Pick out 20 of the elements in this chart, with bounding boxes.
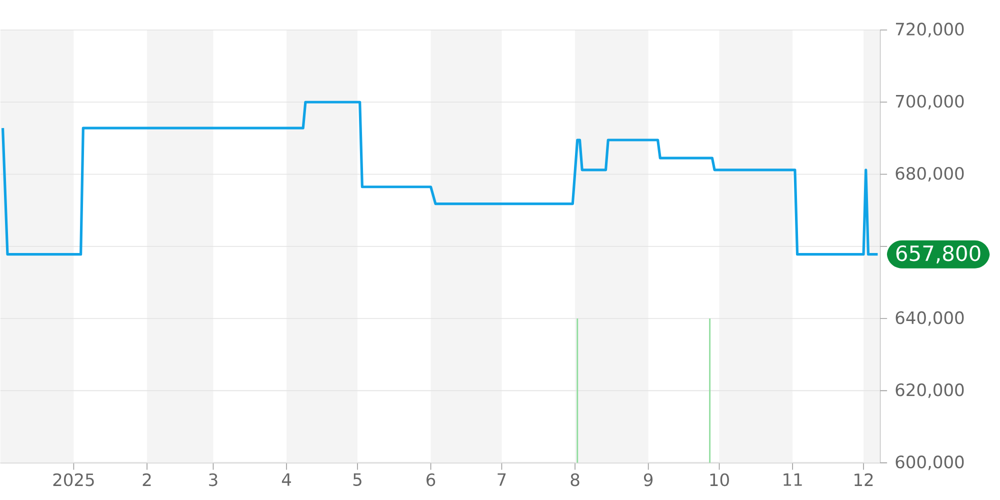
x-tick-label: 2025	[53, 473, 94, 486]
x-tick-label: 9	[644, 473, 653, 486]
line-series	[1, 100, 880, 256]
y-tick-label: 620,000	[896, 383, 964, 398]
x-tick-label: 12	[854, 473, 873, 486]
x-tick-label: 10	[710, 473, 729, 486]
x-tick-label: 5	[353, 473, 362, 486]
x-tick-label: 7	[498, 473, 506, 486]
x-tick-label: 8	[570, 473, 580, 486]
y-tick-label: 600,000	[896, 456, 964, 470]
x-tick-label: 4	[282, 473, 291, 486]
x-tick-label: 11	[784, 473, 802, 486]
annotation: 657,800	[896, 245, 980, 264]
y-tick-label: 700,000	[896, 94, 964, 110]
y-tick-label: 720,000	[896, 22, 964, 38]
y-tick-label: 680,000	[896, 167, 964, 182]
y-tick-label: 640,000	[896, 311, 964, 326]
x-tick-label: 6	[426, 473, 436, 486]
x-tick-label: 2	[142, 473, 151, 486]
x-tick-label: 3	[209, 473, 218, 486]
